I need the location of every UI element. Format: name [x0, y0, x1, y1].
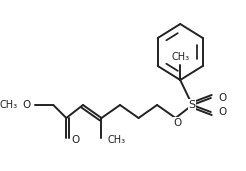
- Text: S: S: [189, 100, 196, 110]
- Text: CH₃: CH₃: [171, 52, 189, 62]
- Text: O: O: [173, 118, 182, 128]
- Text: O: O: [72, 135, 80, 145]
- Text: O: O: [218, 107, 227, 117]
- Text: O: O: [218, 93, 227, 103]
- Text: CH₃: CH₃: [107, 135, 125, 145]
- Text: CH₃: CH₃: [0, 100, 18, 110]
- Text: O: O: [22, 100, 30, 110]
